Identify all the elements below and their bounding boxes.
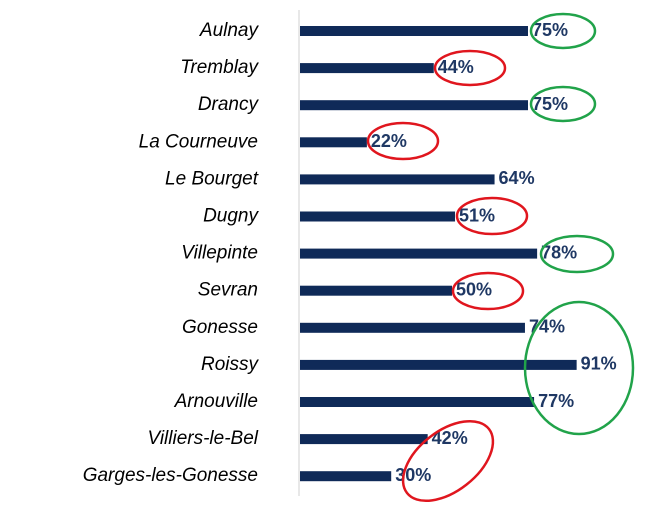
bar	[300, 359, 577, 370]
value-label: 91%	[581, 354, 617, 374]
highlight-ellipse	[401, 419, 495, 503]
bar	[300, 471, 392, 482]
highlights	[366, 12, 635, 503]
plot: Aulnay 75% Tremblay 44% Drancy 75% La Courneuv…	[83, 20, 617, 486]
value-label: 44%	[438, 57, 474, 77]
bar	[300, 434, 428, 445]
category-label: Roissy	[201, 354, 260, 375]
category-label: Gonesse	[182, 317, 258, 338]
highlight-ellipse	[523, 300, 635, 436]
highlight-ellipse	[433, 49, 507, 87]
value-label: 64%	[499, 168, 535, 188]
bar	[300, 26, 528, 36]
bar	[300, 63, 434, 74]
value-label: 74%	[529, 317, 565, 337]
category-label: Dugny	[203, 206, 259, 227]
bar	[300, 248, 538, 259]
category-label: Villiers-le-Bel	[147, 428, 258, 449]
value-label: 50%	[456, 279, 492, 299]
category-label: La Courneuve	[139, 131, 258, 152]
bar	[300, 211, 456, 222]
highlight-ellipse	[539, 234, 615, 274]
bar	[300, 100, 528, 111]
category-label: Arnouville	[174, 391, 258, 412]
highlight-ellipse	[529, 12, 597, 50]
value-label: 42%	[432, 428, 468, 448]
category-label: Sevran	[198, 280, 258, 301]
value-label: 51%	[459, 205, 495, 225]
value-label: 78%	[541, 242, 577, 262]
value-label: 30%	[395, 465, 431, 485]
highlight-ellipse	[366, 121, 440, 161]
category-label: Garges-les-Gonesse	[83, 465, 258, 486]
value-label: 75%	[532, 20, 568, 40]
category-label: Aulnay	[199, 20, 260, 41]
bar	[300, 397, 535, 407]
category-label: Drancy	[198, 94, 260, 115]
bar	[300, 174, 495, 185]
bar	[300, 322, 525, 333]
bar	[300, 285, 452, 296]
value-label: 75%	[532, 94, 568, 114]
value-label: 22%	[371, 131, 407, 151]
highlight-ellipse	[455, 196, 529, 236]
category-label: Villepinte	[181, 243, 258, 264]
highlight-ellipse	[529, 85, 597, 123]
category-label: Tremblay	[180, 57, 259, 78]
value-label: 77%	[538, 391, 574, 411]
highlight-ellipse	[451, 271, 525, 311]
bar	[300, 137, 367, 148]
category-label: Le Bourget	[165, 168, 259, 189]
